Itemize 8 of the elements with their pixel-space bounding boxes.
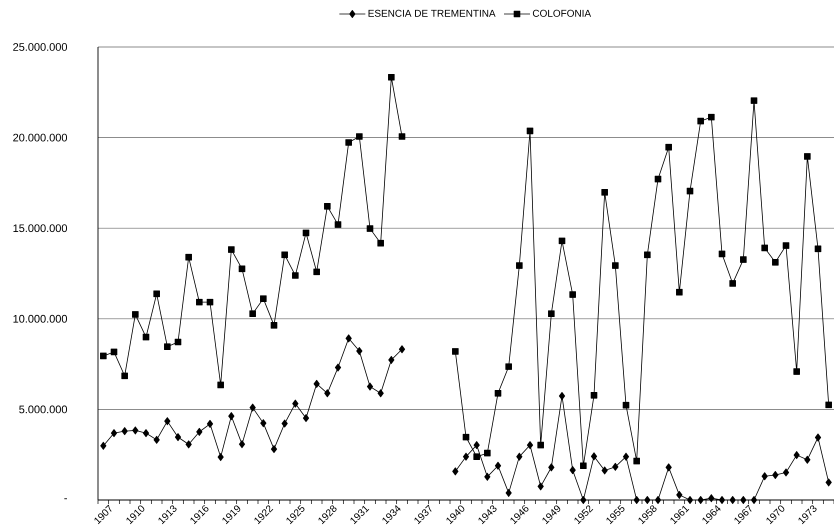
legend-label: COLOFONIA (532, 10, 592, 17)
y-tick-label: 5.000.000 (19, 406, 68, 414)
y-tick-label: 25.000.000 (13, 43, 68, 51)
y-tick-label: 20.000.000 (13, 134, 68, 142)
y-tick-label: - (64, 498, 67, 500)
y-tick-label: 15.000.000 (13, 224, 68, 232)
y-tick-label: 10.000.000 (13, 314, 68, 323)
legend-label: ESENCIA DE TREMENTINA (368, 10, 496, 17)
